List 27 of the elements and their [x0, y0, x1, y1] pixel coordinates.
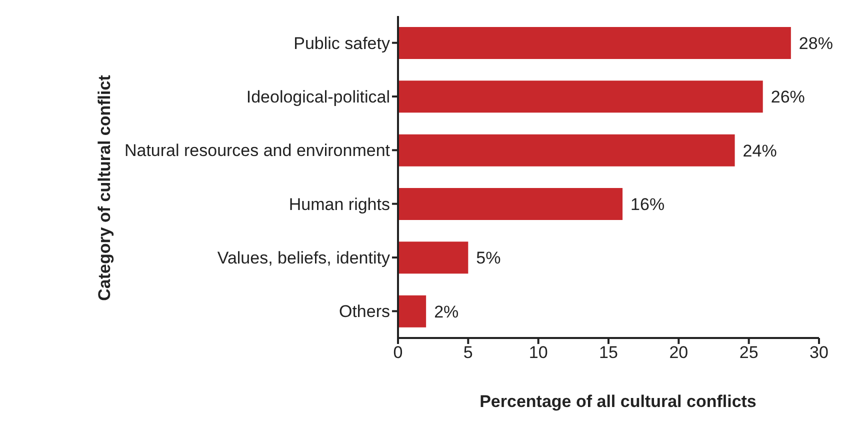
bar [398, 134, 735, 166]
bar [398, 242, 468, 274]
x-tick-label: 5 [463, 343, 473, 362]
y-tick-label: Natural resources and environment [124, 141, 390, 160]
y-tick-label: Public safety [294, 34, 390, 53]
x-tick-label: 20 [669, 343, 688, 362]
y-tick-label: Human rights [288, 194, 390, 214]
x-tick-label: 10 [528, 343, 548, 362]
data-label: 28% [798, 34, 833, 54]
bar [398, 295, 426, 328]
data-label: 16% [630, 195, 665, 214]
x-tick-label: 0 [393, 343, 403, 362]
data-label: 2% [434, 302, 459, 322]
data-label: 5% [476, 248, 501, 268]
data-label: 26% [770, 88, 805, 107]
y-tick-label: Ideological-political [246, 88, 390, 107]
y-axis-title: Category of cultural conflict [95, 75, 115, 301]
bar [398, 188, 623, 220]
x-axis-title: Percentage of all cultural conflicts [478, 392, 758, 412]
x-tick-label: 15 [599, 343, 618, 362]
x-tick-label: 25 [739, 343, 758, 362]
y-tick-label: Values, beliefs, identity [217, 248, 390, 268]
y-tick-label: Others [338, 302, 390, 322]
bar [398, 27, 791, 59]
data-label: 24% [742, 141, 777, 160]
x-tick-label: 30 [810, 343, 828, 362]
bar [398, 80, 763, 113]
